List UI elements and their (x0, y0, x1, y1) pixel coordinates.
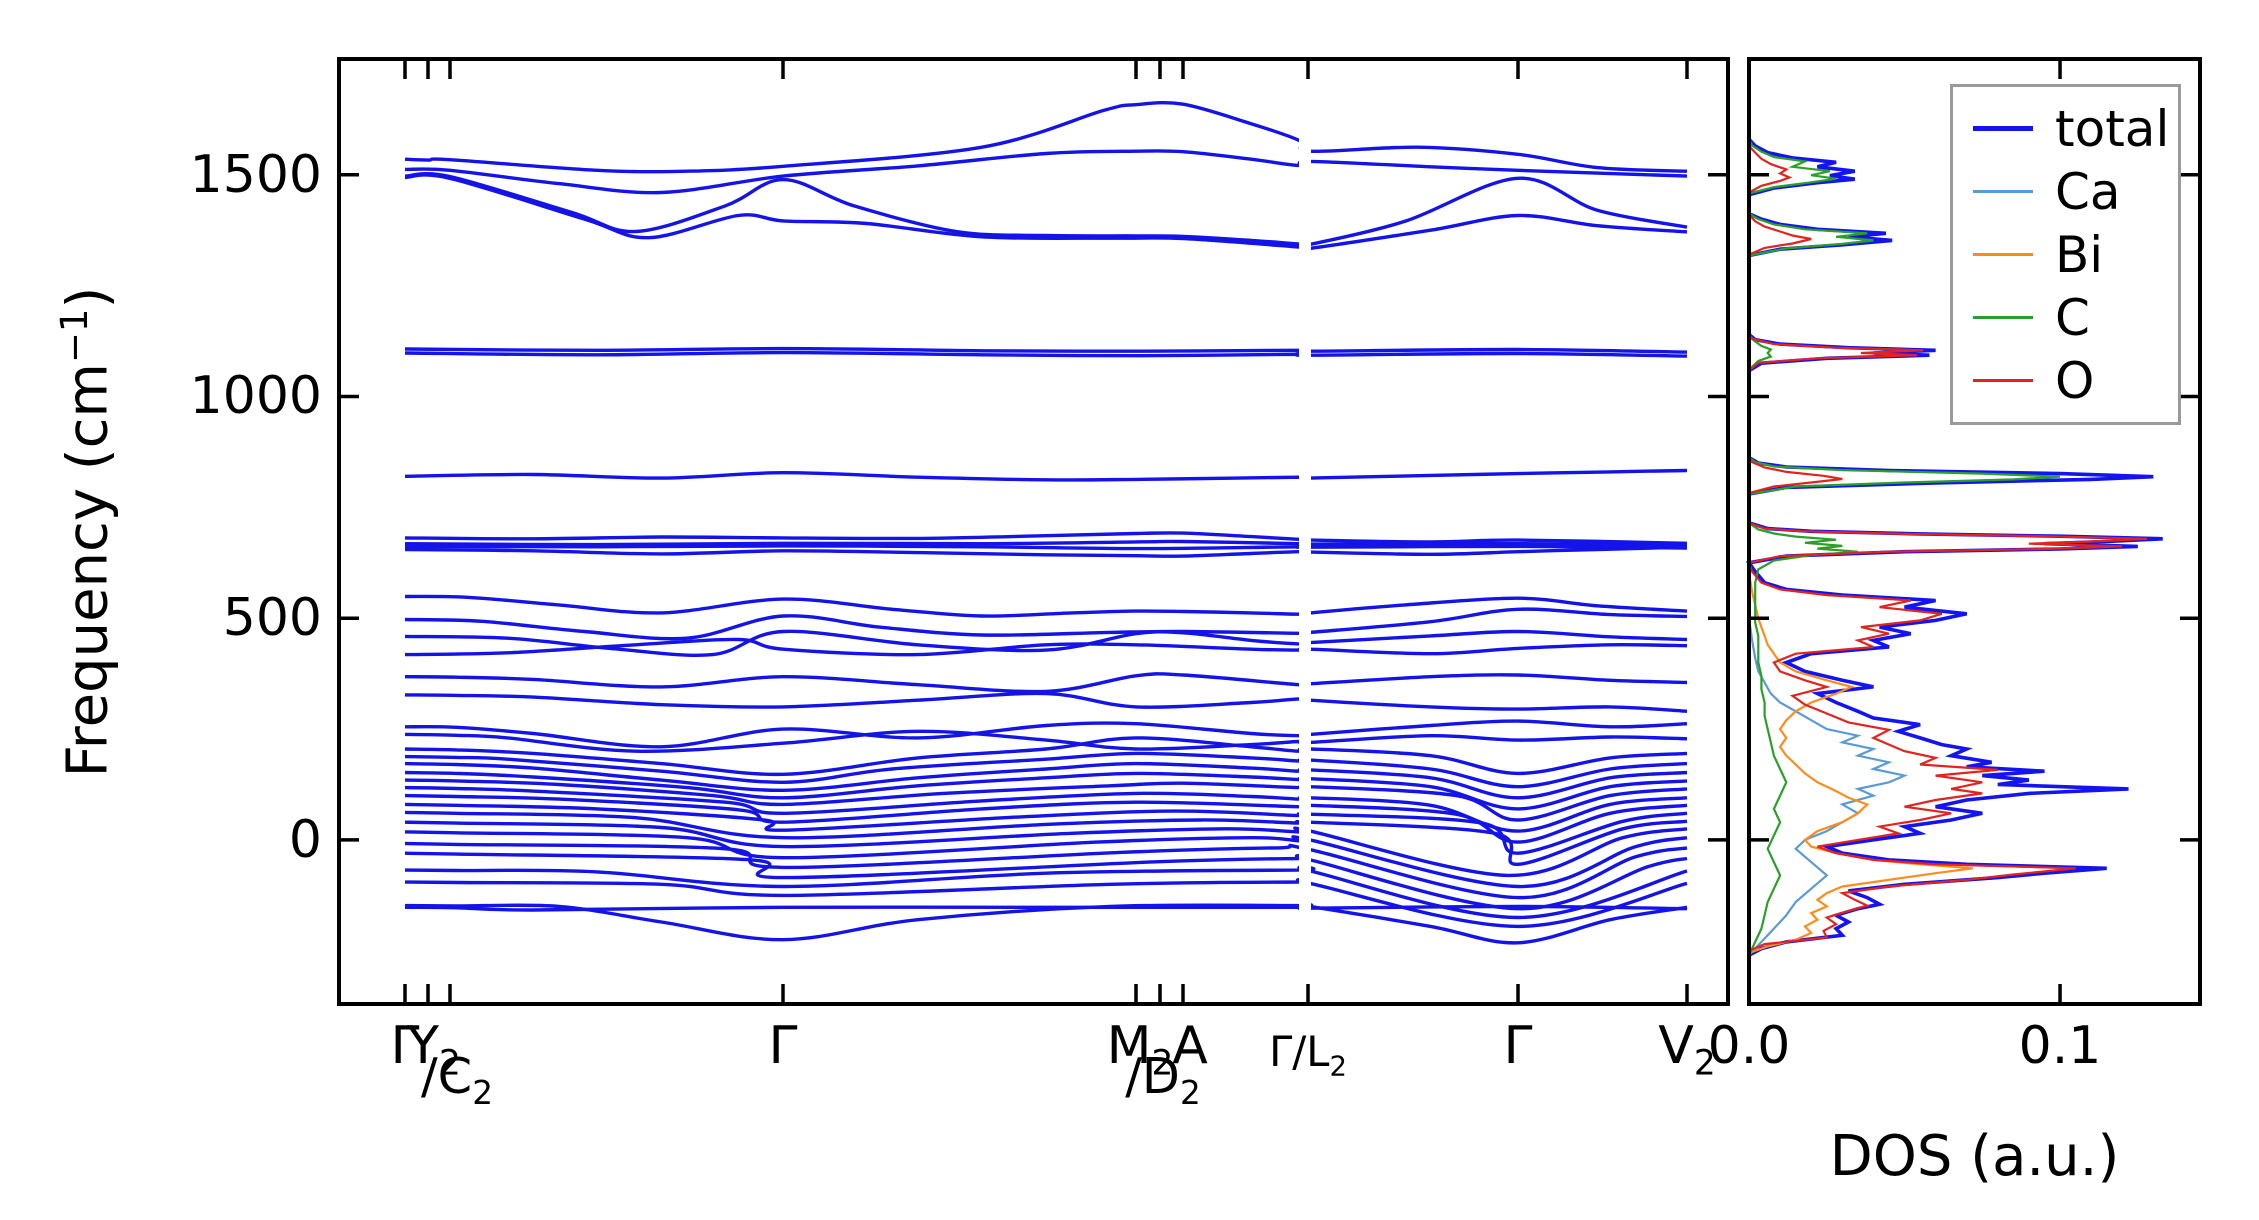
legend-line-Ca (1973, 190, 2033, 193)
kpoint-label-8: Γ (1503, 1016, 1533, 1076)
legend-label-total: total (2055, 99, 2170, 158)
y-axis-label: Frequency (cm−1) (53, 286, 121, 777)
axis-ticks (339, 59, 2200, 1004)
kpoint-label-3: Γ (768, 1016, 798, 1076)
dos-series-total (1745, 59, 2163, 1004)
y-tick-label-1500: 1500 (189, 144, 322, 205)
dos-axis-label: DOS (a.u.) (1829, 1124, 2120, 1189)
segment-break-gap (1299, 61, 1311, 1002)
legend-line-Bi (1973, 253, 2033, 256)
legend-line-O (1973, 379, 2033, 382)
dos-panel-border (1747, 57, 2202, 1006)
legend-line-total (1973, 126, 2033, 131)
legend-label-Bi: Bi (2055, 225, 2104, 284)
legend-entry-total: total (1973, 99, 2170, 158)
legend-label-Ca: Ca (2055, 162, 2121, 221)
kpoint-label-1: Y2 (407, 1016, 461, 1084)
kpoint-label-4: M2 (1106, 1016, 1174, 1084)
phonon-bands (404, 101, 1688, 945)
legend-label-O: O (2055, 351, 2095, 410)
kpoint-label-2: /C2 (421, 1047, 493, 1112)
dos-tick-label-0.1: 0.1 (2018, 1016, 2102, 1076)
dos-series-O (1747, 59, 2148, 1004)
legend-entry-C: C (1973, 291, 2168, 345)
kpoint-label-9: V2 (1658, 1016, 1716, 1084)
kpoint-label-6: A (1172, 1016, 1208, 1076)
kpoint-label-0: Γ (390, 1016, 420, 1076)
legend-entry-Ca: Ca (1973, 165, 2168, 219)
legend: total Ca Bi C O (1950, 84, 2181, 425)
legend-entry-O: O (1973, 354, 2168, 408)
dos-tick-label-0.0: 0.0 (1707, 1016, 1791, 1076)
kpoint-label-7: Γ/L2 (1269, 1027, 1347, 1083)
dos-series-Ca (1747, 59, 1909, 1004)
y-tick-label-0: 0 (288, 809, 322, 870)
legend-label-C: C (2055, 288, 2090, 347)
legend-line-C (1973, 316, 2033, 319)
y-tick-label-1000: 1000 (189, 366, 322, 427)
band-panel-border (337, 57, 1730, 1006)
y-tick-label-500: 500 (222, 588, 322, 649)
dos-series-Bi (1747, 59, 1974, 1004)
legend-entry-Bi: Bi (1973, 228, 2168, 282)
kpoint-label-5: /D2 (1125, 1047, 1201, 1112)
